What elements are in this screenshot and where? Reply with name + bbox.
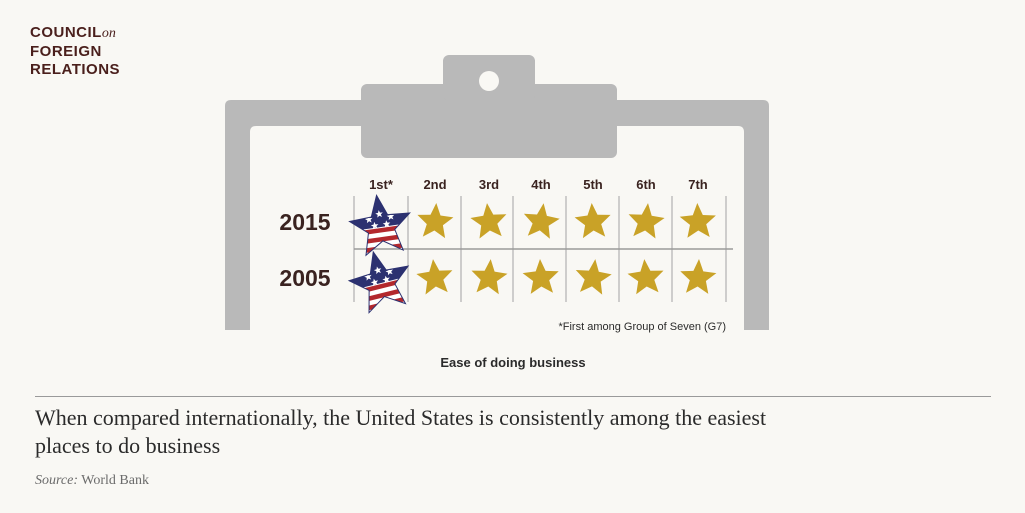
- year-label-2015: 2015: [279, 209, 330, 235]
- chart-title: Ease of doing business: [440, 355, 585, 370]
- source-label: Source:: [35, 473, 79, 488]
- headline: When compared internationally, the Unite…: [35, 405, 767, 458]
- gold-star-icon: [417, 203, 454, 239]
- source-value: World Bank: [78, 473, 149, 488]
- rank-label-7: 7th: [688, 177, 708, 192]
- year-label-2005: 2005: [279, 265, 330, 291]
- gold-star-icon: [628, 203, 665, 239]
- rank-label-5: 5th: [583, 177, 603, 192]
- gold-star-icon: [574, 203, 611, 239]
- gold-star-icon: [680, 259, 717, 294]
- clipboard-icon: [225, 55, 769, 330]
- rank-markers: [343, 191, 717, 316]
- rank-label-1: 1st*: [369, 177, 394, 192]
- gold-star-icon: [522, 259, 559, 294]
- gold-star-icon: [627, 259, 664, 295]
- gold-star-icon: [470, 203, 507, 239]
- logo-on: on: [101, 26, 116, 41]
- gold-star-icon: [575, 259, 612, 295]
- divider: [35, 396, 991, 397]
- rank-label-6: 6th: [636, 177, 656, 192]
- logo-line3: RELATIONS: [30, 61, 121, 78]
- gold-star-icon: [523, 203, 560, 239]
- year-row-labels: 2015 2005: [279, 209, 330, 291]
- gold-star-icon: [471, 259, 508, 295]
- footnote: *First among Group of Seven (G7): [558, 321, 726, 333]
- gold-star-icon: [416, 259, 453, 295]
- clipboard-infographic: 1st* 2nd 3rd 4th 5th 6th 7th 2015 2005 *First a…: [225, 55, 769, 370]
- rank-label-4: 4th: [531, 177, 551, 192]
- source-line: Source: World Bank: [35, 473, 149, 489]
- logo-line1: COUNCIL: [30, 24, 102, 41]
- rank-label-2: 2nd: [423, 177, 446, 192]
- cfr-logo: COUNCILon FOREIGN RELATIONS: [30, 24, 120, 79]
- gold-star-icon: [679, 203, 716, 238]
- rank-label-3: 3rd: [479, 177, 499, 192]
- us-flag-star-icon: [346, 191, 415, 257]
- logo-line2: FOREIGN: [30, 43, 102, 60]
- rank-column-labels: 1st* 2nd 3rd 4th 5th 6th 7th: [369, 177, 708, 192]
